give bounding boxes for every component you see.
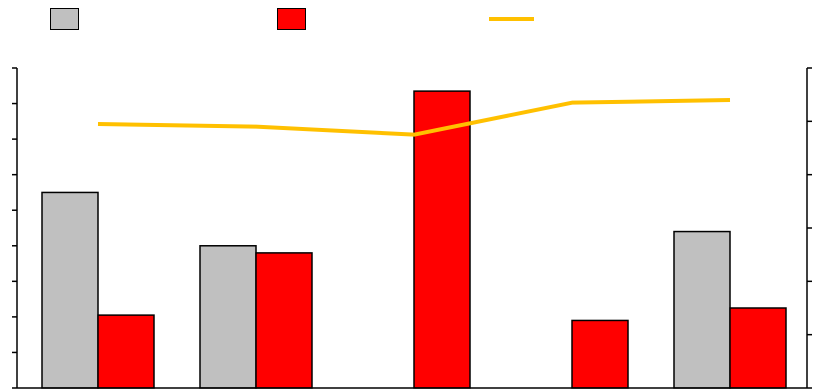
bar-series-1-cat-2 — [199, 245, 257, 389]
legend-swatch-series-2 — [277, 8, 306, 30]
bar-series-1-cat-5 — [673, 230, 731, 389]
legend-line-series-3 — [489, 17, 534, 21]
bars-layer — [41, 90, 787, 389]
bar-series-2-cat-2 — [255, 252, 313, 389]
legend-swatch-series-1 — [50, 8, 79, 30]
bar-series-1-cat-1 — [41, 191, 99, 389]
bar-series-2-cat-5 — [729, 307, 787, 389]
lines-layer — [97, 98, 731, 137]
line-series-3 — [97, 98, 731, 137]
bar-series-2-cat-4 — [571, 319, 629, 389]
bar-series-2-cat-1 — [97, 314, 155, 389]
bar-series-2-cat-3 — [413, 90, 471, 389]
axes-layer — [12, 67, 812, 389]
